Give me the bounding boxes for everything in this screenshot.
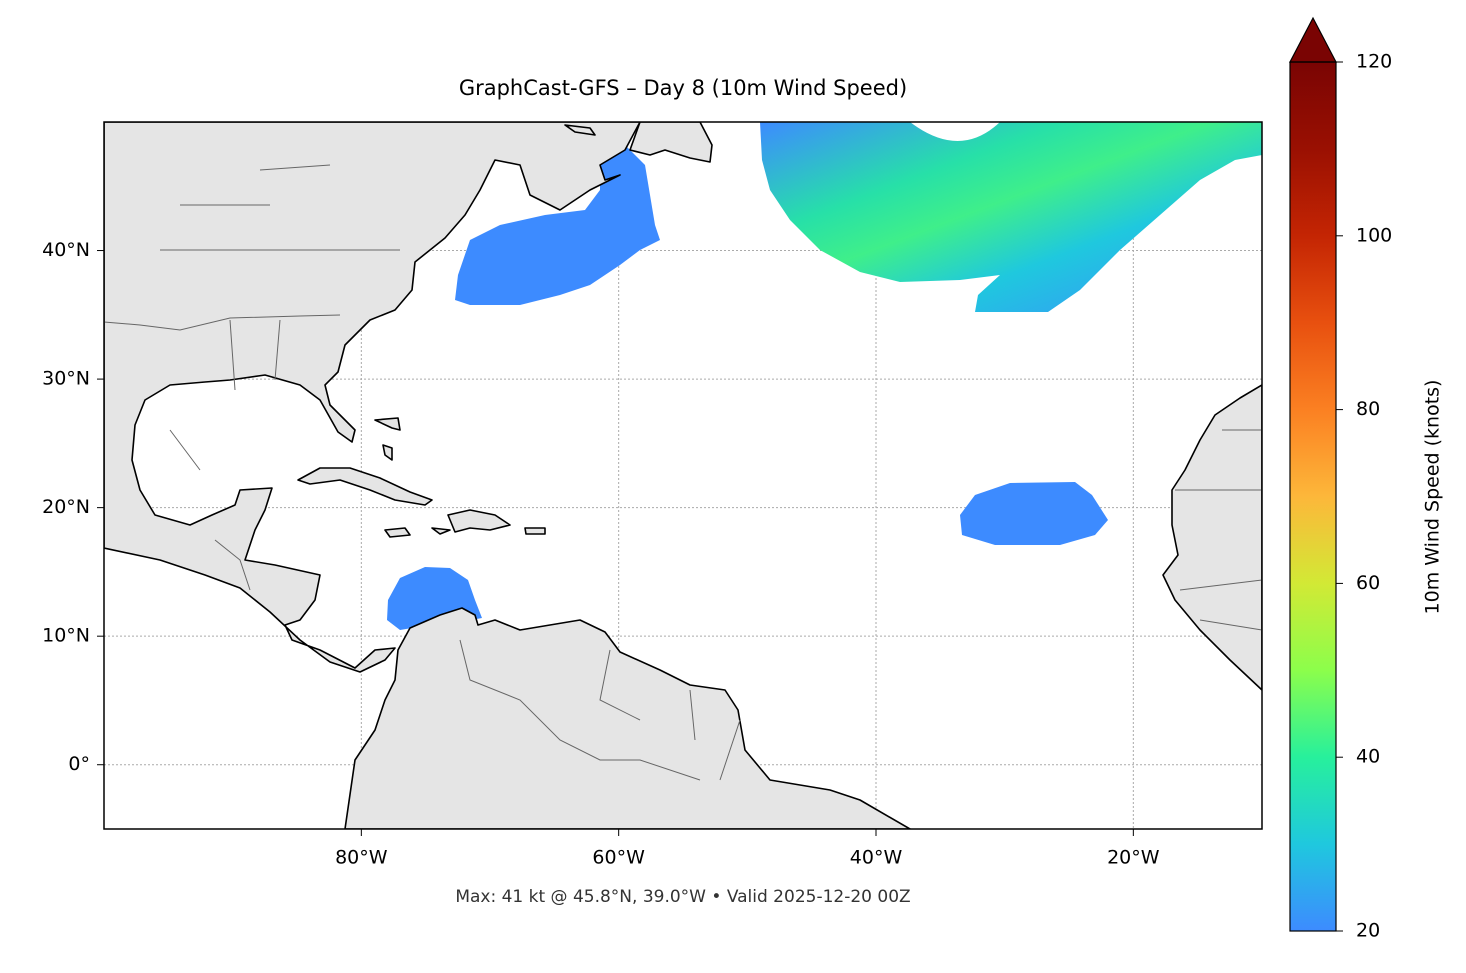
colorbar-tick-label: 60 [1356,572,1380,594]
x-tick-label: 40°W [850,847,903,869]
map [104,122,1262,829]
y-tick-label: 40°N [42,239,90,261]
wind-swath [760,122,1262,312]
chart-title: GraphCast-GFS – Day 8 (10m Wind Speed) [459,76,907,100]
colorbar-label: 10m Wind Speed (knots) [1422,380,1444,615]
land [104,122,641,673]
y-tick-label: 30°N [42,368,90,390]
colorbar: 10m Wind Speed (knots) 20 40 60 80 100 120 [1289,16,1444,942]
y-tick-label: 20°N [42,496,90,518]
colorbar-tick-label: 80 [1356,398,1380,420]
x-tick-label: 60°W [592,847,645,869]
wind-swath [960,482,1108,545]
colorbar-extend [1289,16,1337,63]
y-tick-label: 0° [68,753,90,775]
colorbar-tick-label: 100 [1356,224,1392,246]
colorbar-tick-label: 40 [1356,746,1380,768]
footnote: Max: 41 kt @ 45.8°N, 39.0°W • Valid 2025… [455,887,910,907]
land [1162,384,1262,691]
island [374,417,546,538]
border [104,164,1262,781]
colorbar-frame [1289,61,1337,932]
colorbar-tick-label: 120 [1356,51,1392,73]
x-tick-label: 20°W [1107,847,1160,869]
x-tick-label: 80°W [335,847,388,869]
map-frame [103,121,1263,830]
colorbar-tick-label: 20 [1356,920,1380,942]
island [297,467,433,506]
wind-swath [455,128,660,305]
y-tick-label: 10°N [42,625,90,647]
colorbar-scale [1290,62,1336,931]
land [564,122,713,163]
land [344,607,911,829]
